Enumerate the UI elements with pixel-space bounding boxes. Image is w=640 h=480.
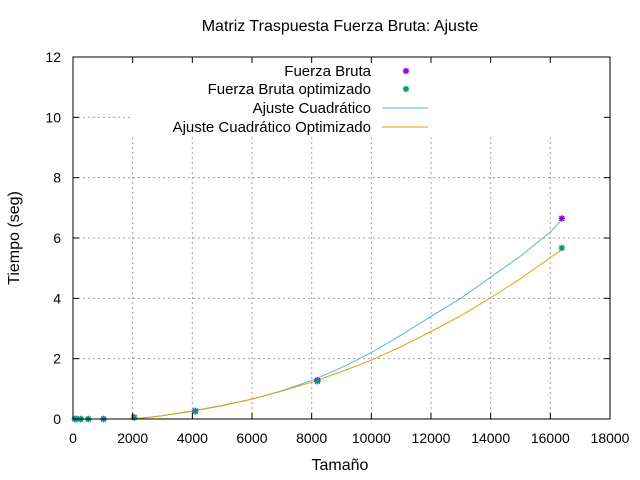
data-point-1-5 [130, 414, 138, 421]
x-axis-label: Tamaño [312, 457, 369, 474]
x-tick-label: 12000 [412, 430, 451, 446]
x-tick-label: 18000 [591, 430, 630, 446]
ticks [72, 56, 611, 420]
data-point-0-8 [558, 215, 565, 222]
x-tick-label: 6000 [236, 430, 267, 446]
y-tick-label: 0 [53, 411, 61, 427]
y-tick-label: 8 [53, 170, 61, 186]
x-tick-label: 8000 [296, 430, 327, 446]
series-line-2 [132, 218, 563, 420]
legend-label-2: Ajuste Cuadrático [253, 100, 371, 117]
series-lines [132, 218, 563, 420]
legend-swatch-1 [402, 85, 410, 93]
data-point-1-6 [191, 408, 199, 415]
x-tick-label: 16000 [531, 430, 570, 446]
grid [73, 116, 610, 419]
legend-label-3: Ajuste Cuadrático Optimizado [173, 119, 371, 136]
y-tick-label: 12 [45, 49, 61, 65]
y-axis-label: Tiempo (seg) [6, 191, 23, 285]
x-tick-label: 10000 [352, 430, 391, 446]
data-point-1-8 [558, 244, 565, 252]
series-line-3 [132, 249, 563, 420]
y-tick-label: 6 [53, 230, 61, 246]
x-tick-label: 14000 [471, 430, 510, 446]
y-tick-label: 4 [53, 290, 61, 306]
chart-title: Matriz Traspuesta Fuerza Bruta: Ajuste [202, 18, 479, 35]
data-point-1-7 [314, 378, 321, 385]
x-tick-label: 2000 [117, 430, 148, 446]
y-tick-label: 10 [45, 109, 61, 125]
x-tick-label: 0 [69, 430, 77, 446]
tick-labels: 0 2000 4000 6000 8000 10000 12000 14000 16000 180… [45, 49, 629, 446]
x-tick-label: 4000 [177, 430, 208, 446]
legend-swatch-0 [402, 67, 410, 75]
y-tick-label: 2 [53, 351, 61, 367]
legend-label-0: Fuerza Bruta [284, 63, 371, 80]
legend-label-1: Fuerza Bruta optimizado [208, 81, 371, 98]
